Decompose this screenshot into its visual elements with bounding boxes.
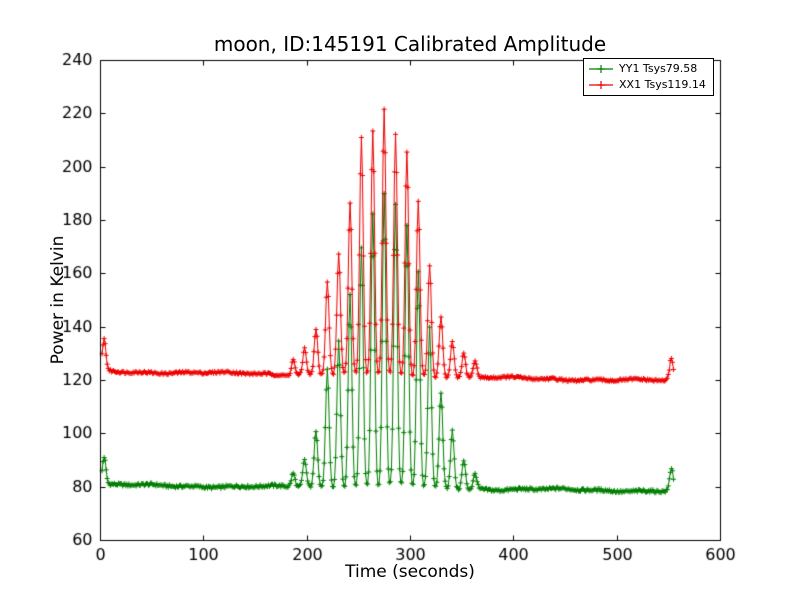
chart-title: moon, ID:145191 Calibrated Amplitude xyxy=(213,32,607,56)
plus-marker-icon xyxy=(589,64,613,73)
x-axis-label: Time (seconds) xyxy=(345,562,475,582)
plus-marker-icon xyxy=(589,80,613,89)
legend-entry: XX1 Tsys119.14 xyxy=(588,78,706,91)
y-axis-label: Power in Kelvin xyxy=(48,235,68,365)
legend: YY1 Tsys79.58 XX1 Tsys119.14 xyxy=(583,58,714,96)
legend-entry: YY1 Tsys79.58 xyxy=(588,62,706,75)
legend-label: XX1 Tsys119.14 xyxy=(619,78,706,91)
legend-label: YY1 Tsys79.58 xyxy=(619,62,698,75)
